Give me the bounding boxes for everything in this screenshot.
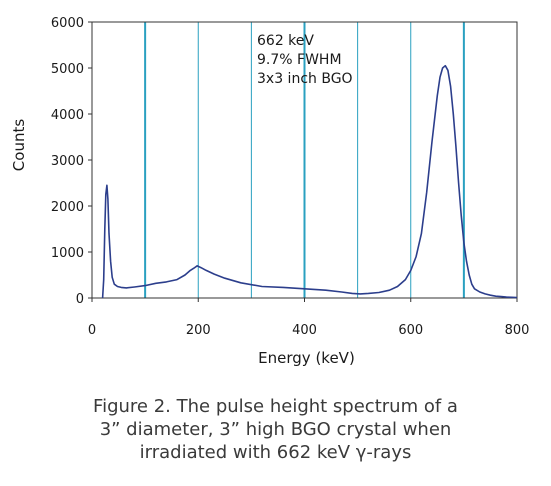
annotation-line: 9.7% FWHM (257, 52, 342, 68)
spectrum-chart: 0 200 400 600 800 0 1000 2000 3000 4000 5000 6000 6… (10, 16, 530, 367)
caption-line-1: Figure 2. The pulse height spectrum of a (93, 396, 458, 417)
y-tick-label: 3000 (51, 154, 84, 169)
axis-ticks: 0 200 400 600 800 0 1000 2000 3000 4000 5000 6000 (51, 16, 530, 338)
annotation-line: 3x3 inch BGO (257, 71, 353, 87)
x-axis-label: Energy (keV) (258, 349, 355, 367)
caption-line-2: 3” diameter, 3” high BGO crystal when (99, 419, 452, 440)
annotation-group: 662 keV 9.7% FWHM 3x3 inch BGO (257, 33, 353, 87)
annotation-line: 662 keV (257, 33, 314, 49)
y-tick-label: 4000 (51, 108, 84, 123)
caption-line-3: irradiated with 662 keV γ-rays (139, 442, 412, 463)
spectrum-series-line (101, 64, 518, 299)
x-tick-label: 600 (398, 323, 423, 338)
y-tick-label: 0 (76, 292, 84, 307)
grid-lines (144, 22, 465, 298)
y-axis-label: Counts (10, 119, 28, 172)
x-tick-label: 0 (88, 323, 96, 338)
y-tick-label: 5000 (51, 62, 84, 77)
y-tick-label: 2000 (51, 200, 84, 215)
figure-caption: Figure 2. The pulse height spectrum of a… (0, 395, 551, 464)
x-tick-label: 200 (186, 323, 211, 338)
y-tick-label: 1000 (51, 246, 84, 261)
series-group (101, 64, 518, 299)
x-tick-label: 800 (505, 323, 530, 338)
x-tick-label: 400 (292, 323, 317, 338)
y-tick-label: 6000 (51, 16, 84, 31)
